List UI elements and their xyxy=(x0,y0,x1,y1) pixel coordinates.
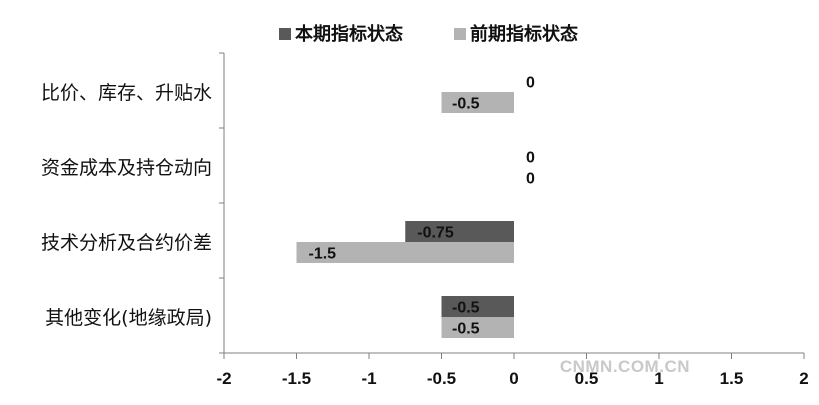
data-label-series2-cat2: 0 xyxy=(526,171,535,188)
x-tick-label: -2 xyxy=(216,369,231,388)
bar-series2-cat3 xyxy=(296,242,514,263)
x-tick-label: 1 xyxy=(654,369,663,388)
bar-series2-cat4 xyxy=(441,317,514,338)
x-tick-label: -0.5 xyxy=(427,369,456,388)
data-label-series1-cat4: -0.5 xyxy=(452,300,480,317)
data-label-series2-cat3: -1.5 xyxy=(309,246,337,263)
x-axis: -2 -1.5 -1 -0.5 0 0.5 1 1.5 2 xyxy=(216,52,809,388)
legend-label-1: 本期指标状态 xyxy=(295,23,403,45)
x-tick-label: 1.5 xyxy=(720,369,744,388)
x-tick-label: 0.5 xyxy=(575,369,599,388)
category-label-2: 资金成本及持仓动向 xyxy=(41,157,212,179)
watermark: CNMN.COM.CN xyxy=(560,357,690,376)
data-label-series2-cat1: -0.5 xyxy=(452,96,480,113)
legend-label-2: 前期指标状态 xyxy=(470,23,578,45)
x-tick-label: -1.5 xyxy=(282,369,311,388)
legend: 本期指标状态 前期指标状态 xyxy=(279,23,578,45)
bar-series1-cat4 xyxy=(441,296,514,317)
x-tick-label: 2 xyxy=(799,369,808,388)
data-label-series1-cat1: 0 xyxy=(526,75,535,92)
bar-series2-cat1 xyxy=(441,92,514,113)
legend-swatch-1 xyxy=(279,28,291,40)
data-label-series1-cat2: 0 xyxy=(526,150,535,167)
category-label-4: 其他变化(地缘政局) xyxy=(45,307,212,329)
x-tick-label: -1 xyxy=(361,369,376,388)
bar-series1-cat3 xyxy=(405,221,514,242)
bars: 0 -0.5 0 0 -0.75 -1.5 -0.5 -0.5 xyxy=(296,75,535,338)
category-label-1: 比价、库存、升贴水 xyxy=(41,82,212,104)
legend-swatch-2 xyxy=(454,28,466,40)
category-label-3: 技术分析及合约价差 xyxy=(41,232,212,254)
x-tick-label: 0 xyxy=(509,369,518,388)
data-label-series1-cat3: -0.75 xyxy=(417,225,454,242)
data-label-series2-cat4: -0.5 xyxy=(452,321,480,338)
